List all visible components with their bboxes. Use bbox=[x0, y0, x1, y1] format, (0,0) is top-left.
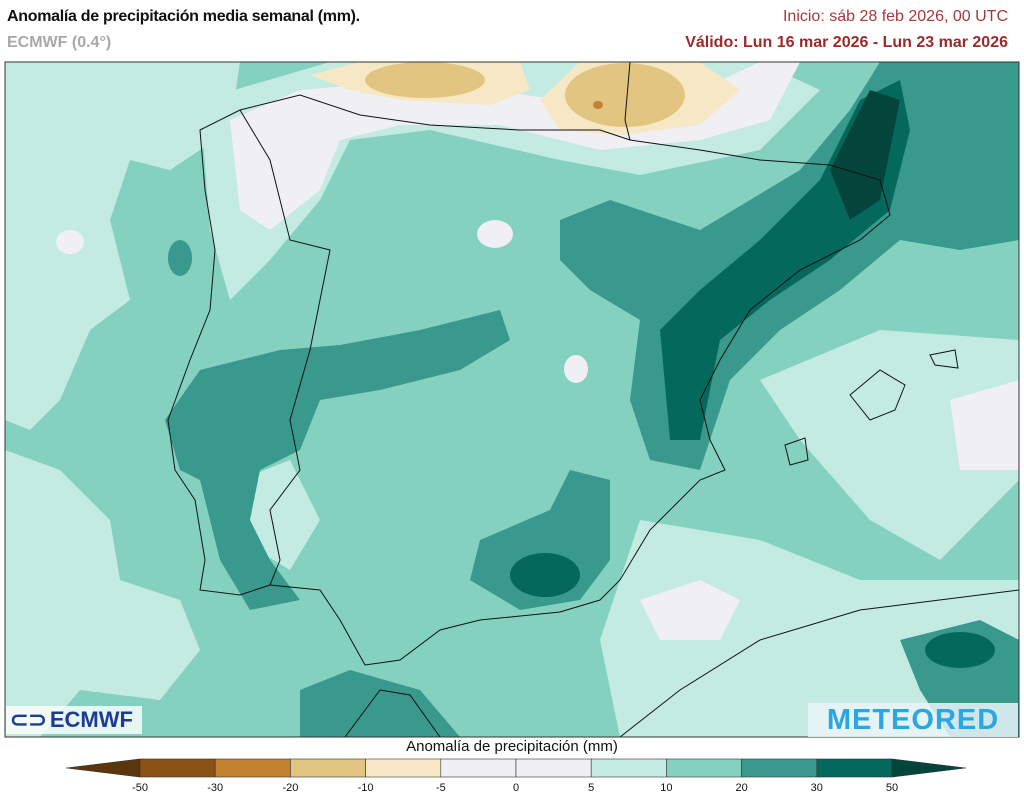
dry-zone-2-peak bbox=[593, 101, 603, 109]
wet-spot-atlantic bbox=[168, 240, 192, 276]
colorbar-tick-label: -50 bbox=[132, 782, 148, 794]
colorbar-segment bbox=[666, 758, 742, 778]
init-time: Inicio: sáb 28 feb 2026, 00 UTC bbox=[782, 8, 1008, 25]
neutral-spot-1 bbox=[477, 220, 513, 248]
mallorca bbox=[849, 369, 906, 421]
colorbar-segment bbox=[139, 758, 216, 778]
wet-zone-strait bbox=[300, 670, 460, 737]
neutral-zone-south bbox=[640, 580, 740, 640]
wet-core-south bbox=[510, 553, 580, 597]
light-zone-east bbox=[760, 330, 1019, 560]
model-label: ECMWF (0.4°) bbox=[7, 34, 112, 51]
colorbar-tick-label: -30 bbox=[207, 782, 224, 794]
dry-zone-2-core bbox=[565, 63, 685, 127]
colorbar-segment bbox=[741, 758, 818, 778]
ecmwf-logo-icon: ⊂⊃ bbox=[10, 707, 47, 732]
colorbar-segment bbox=[515, 758, 592, 778]
map-title: Anomalía de precipitación media semanal … bbox=[7, 8, 360, 25]
colorbar-tick-label: 20 bbox=[735, 782, 748, 794]
colorbar-tick-label: 10 bbox=[660, 782, 673, 794]
neutral-zone-east bbox=[950, 380, 1019, 470]
north-africa-coast bbox=[344, 589, 1019, 737]
wet-band-west bbox=[165, 310, 510, 610]
colorbar-tick-label: -5 bbox=[435, 782, 446, 794]
colorbar-tick-label: -10 bbox=[357, 782, 374, 794]
colorbar-tick-label: 50 bbox=[885, 782, 899, 794]
meteored-logo: METEORED bbox=[808, 703, 1018, 737]
ecmwf-logo: ⊂⊃ ECMWF bbox=[6, 706, 142, 734]
colorbar-segment bbox=[290, 758, 366, 778]
neutral-spot-3 bbox=[56, 230, 84, 254]
portugal-border bbox=[239, 109, 331, 586]
wet-core-se bbox=[925, 632, 995, 668]
colorbar-tick-label: -20 bbox=[282, 782, 299, 794]
colorbar-tick-label: 5 bbox=[588, 782, 595, 794]
neutral-spot-2 bbox=[564, 355, 588, 383]
colorbar-segment bbox=[365, 758, 442, 778]
dry-zone-1-core bbox=[365, 62, 485, 98]
colorbar-segment bbox=[816, 758, 893, 778]
colorbar-tick-label: 0 bbox=[512, 782, 520, 794]
colorbar-extend-high bbox=[891, 758, 967, 778]
iberia-coastline bbox=[167, 94, 891, 666]
light-zone-atlantic-sw bbox=[5, 450, 200, 737]
france-border bbox=[624, 62, 631, 141]
ibiza bbox=[784, 437, 809, 466]
colorbar-segment bbox=[590, 758, 667, 778]
light-zone-south bbox=[600, 520, 1019, 737]
colorbar-segment bbox=[214, 758, 291, 778]
map-frame bbox=[4, 61, 1020, 738]
colorbar-extend-low bbox=[65, 758, 141, 778]
menorca bbox=[929, 349, 959, 369]
valid-period: Válido: Lun 16 mar 2026 - Lun 23 mar 202… bbox=[685, 34, 1008, 51]
colorbar-tick-label: 30 bbox=[810, 782, 823, 794]
colorbar bbox=[65, 758, 967, 778]
light-zone-west bbox=[5, 62, 240, 430]
colorbar-segment bbox=[440, 758, 517, 778]
colorbar-label: Anomalía de precipitación (mm) bbox=[406, 738, 618, 755]
